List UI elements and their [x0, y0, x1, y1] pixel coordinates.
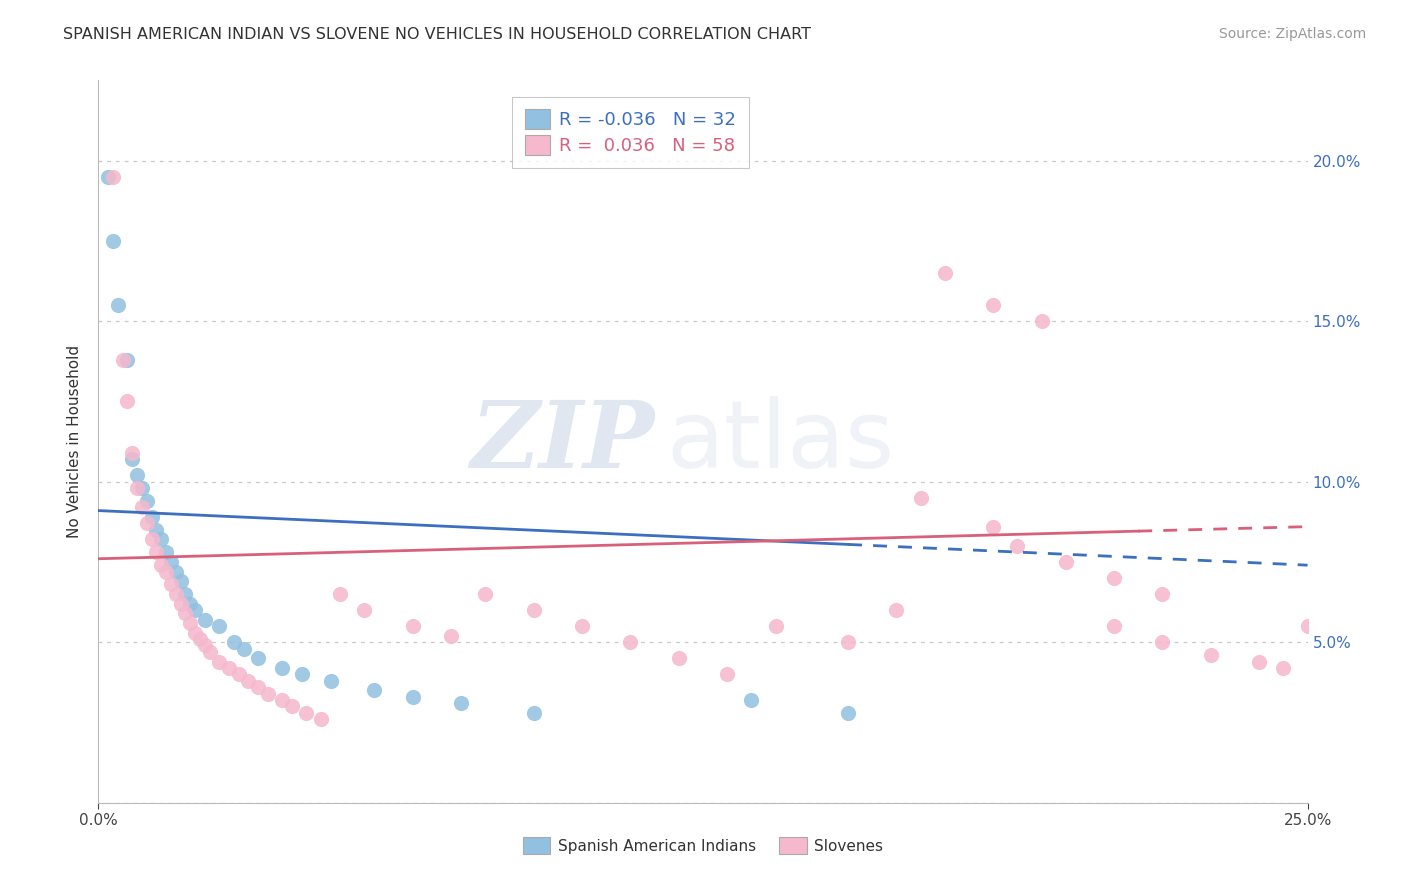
- Point: [160, 577, 183, 591]
- Point: [117, 352, 139, 367]
- Point: [981, 298, 1004, 312]
- Point: [179, 615, 201, 630]
- Legend: Spanish American Indians, Slovenes: Spanish American Indians, Slovenes: [517, 831, 889, 860]
- Point: [271, 693, 294, 707]
- Point: [886, 603, 908, 617]
- Text: SPANISH AMERICAN INDIAN VS SLOVENE NO VEHICLES IN HOUSEHOLD CORRELATION CHART: SPANISH AMERICAN INDIAN VS SLOVENE NO VE…: [63, 27, 811, 42]
- Point: [837, 635, 859, 649]
- Point: [1007, 539, 1029, 553]
- Point: [121, 452, 143, 467]
- Point: [1152, 635, 1174, 649]
- Point: [571, 619, 593, 633]
- Point: [981, 519, 1004, 533]
- Point: [247, 651, 270, 665]
- Point: [910, 491, 932, 505]
- Point: [174, 587, 197, 601]
- Point: [363, 683, 385, 698]
- Text: Source: ZipAtlas.com: Source: ZipAtlas.com: [1219, 27, 1367, 41]
- Point: [218, 661, 240, 675]
- Point: [101, 169, 124, 184]
- Point: [619, 635, 641, 649]
- Point: [232, 641, 254, 656]
- Point: [208, 655, 231, 669]
- Point: [141, 510, 163, 524]
- Point: [1102, 571, 1125, 585]
- Point: [165, 587, 187, 601]
- Point: [194, 639, 217, 653]
- Point: [440, 629, 463, 643]
- Point: [740, 693, 762, 707]
- Point: [1102, 619, 1125, 633]
- Point: [523, 706, 546, 720]
- Point: [1249, 655, 1271, 669]
- Point: [295, 706, 318, 720]
- Point: [117, 394, 139, 409]
- Point: [145, 523, 167, 537]
- Point: [716, 667, 738, 681]
- Point: [668, 651, 690, 665]
- Point: [194, 613, 217, 627]
- Point: [107, 298, 129, 312]
- Point: [765, 619, 787, 633]
- Point: [111, 352, 134, 367]
- Point: [309, 712, 332, 726]
- Point: [188, 632, 211, 646]
- Point: [184, 625, 207, 640]
- Point: [179, 597, 201, 611]
- Point: [523, 603, 546, 617]
- Point: [121, 446, 143, 460]
- Point: [155, 545, 177, 559]
- Point: [1054, 555, 1077, 569]
- Point: [141, 533, 163, 547]
- Point: [247, 680, 270, 694]
- Point: [174, 607, 197, 621]
- Point: [97, 169, 120, 184]
- Point: [228, 667, 250, 681]
- Point: [256, 687, 278, 701]
- Point: [150, 533, 173, 547]
- Point: [329, 587, 352, 601]
- Point: [184, 603, 207, 617]
- Point: [198, 645, 221, 659]
- Point: [271, 661, 294, 675]
- Y-axis label: No Vehicles in Household: No Vehicles in Household: [67, 345, 83, 538]
- Text: atlas: atlas: [666, 395, 896, 488]
- Point: [127, 481, 149, 495]
- Point: [1199, 648, 1222, 662]
- Point: [131, 481, 153, 495]
- Point: [131, 500, 153, 515]
- Point: [402, 619, 425, 633]
- Point: [1152, 587, 1174, 601]
- Point: [165, 565, 187, 579]
- Point: [934, 266, 956, 280]
- Point: [135, 516, 157, 531]
- Point: [101, 234, 124, 248]
- Point: [155, 565, 177, 579]
- Point: [127, 468, 149, 483]
- Point: [281, 699, 304, 714]
- Point: [150, 558, 173, 573]
- Point: [238, 673, 260, 688]
- Point: [474, 587, 496, 601]
- Point: [208, 619, 231, 633]
- Point: [290, 667, 312, 681]
- Point: [1031, 314, 1053, 328]
- Text: ZIP: ZIP: [471, 397, 655, 486]
- Point: [145, 545, 167, 559]
- Point: [837, 706, 859, 720]
- Point: [450, 696, 472, 710]
- Point: [169, 597, 191, 611]
- Point: [1272, 661, 1295, 675]
- Point: [135, 494, 157, 508]
- Point: [160, 555, 183, 569]
- Point: [319, 673, 342, 688]
- Point: [1296, 619, 1319, 633]
- Point: [353, 603, 375, 617]
- Point: [222, 635, 245, 649]
- Point: [402, 690, 425, 704]
- Point: [169, 574, 191, 589]
